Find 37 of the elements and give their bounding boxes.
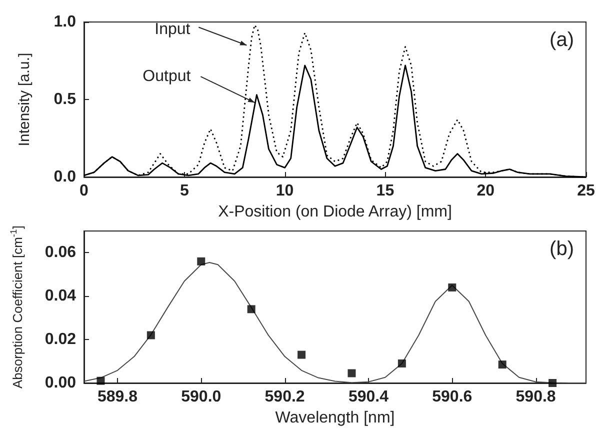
annotation: (b) (550, 238, 574, 260)
x-tick-label: 15 (376, 182, 394, 200)
x-tick-label: 590.6 (432, 388, 472, 406)
point (146, 331, 155, 340)
y-tick-label: 0.06 (44, 244, 76, 262)
annotation: Input (154, 20, 191, 38)
x-tick-label: 20 (476, 182, 495, 200)
x-tick-label: 590.0 (181, 388, 222, 406)
point (448, 283, 456, 292)
x-tick-label: 589.8 (97, 388, 138, 406)
point (96, 376, 105, 385)
annotation: (a) (550, 29, 574, 51)
x-axis-title: Wavelength [nm] (275, 409, 395, 426)
y-axis-title: Absorption Coefficient [cm-1] (8, 225, 25, 389)
x-tick-label: 5 (180, 182, 189, 200)
annotation: Output (142, 68, 192, 86)
x-tick-label: 0 (80, 182, 89, 200)
y-tick-label: 1.0 (54, 14, 76, 30)
point (548, 379, 557, 387)
y-tick-label: 0.0 (54, 168, 76, 186)
point (398, 359, 406, 368)
x-tick-label: 25 (577, 182, 595, 200)
point (298, 350, 306, 359)
x-tick-label: 10 (276, 182, 294, 200)
point (247, 305, 256, 314)
x-tick-label: 590.4 (348, 388, 389, 406)
y-axis-title: Intensity [a.u.] (16, 52, 33, 146)
y-tick-label: 0.00 (44, 374, 76, 392)
point (348, 369, 356, 378)
y-tick-label: 0.02 (44, 331, 76, 348)
x-tick-label: 590.8 (516, 388, 556, 406)
x-axis-title: X-Position (on Diode Array) [mm] (218, 203, 452, 220)
point (197, 257, 206, 266)
y-tick-label: 0.5 (54, 91, 76, 108)
y-tick-label: 0.04 (44, 288, 76, 305)
x-tick-label: 590.2 (264, 388, 305, 406)
point (498, 360, 506, 369)
